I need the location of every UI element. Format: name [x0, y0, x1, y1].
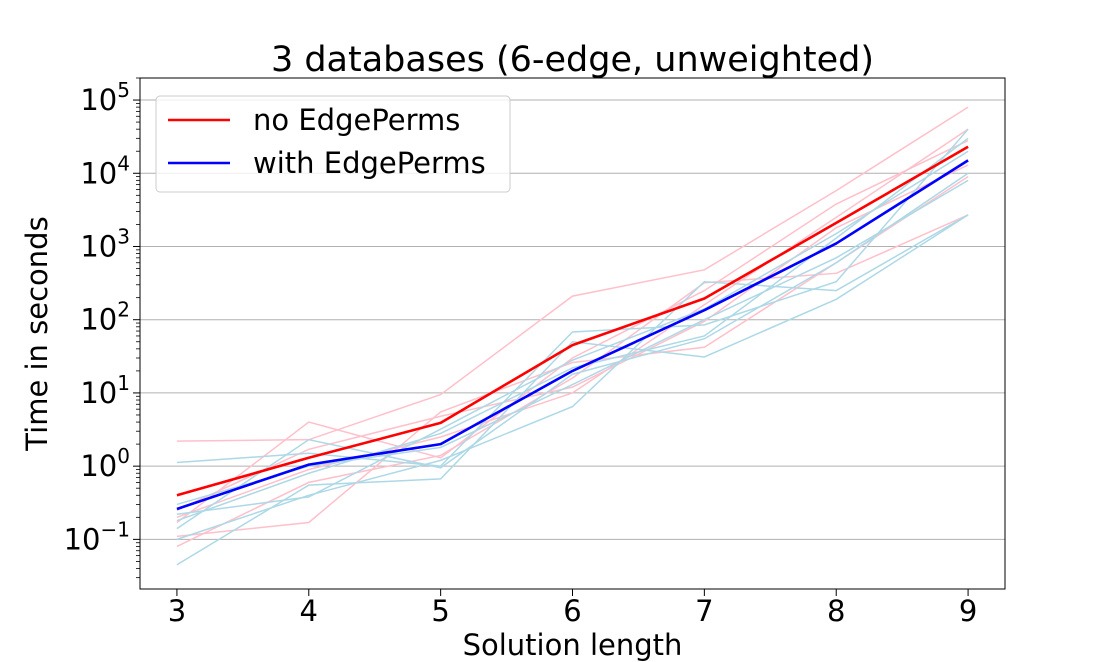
x-tick-label-3: 6 [563, 594, 581, 628]
legend-box [155, 95, 511, 193]
background-series-line-9 [176, 172, 969, 530]
series-line-1 [176, 159, 969, 511]
background-series-line-4 [176, 164, 969, 511]
y-axis-label: Time in seconds [20, 216, 54, 451]
background-series-line-5 [176, 128, 969, 519]
y-axis-ticks: 10−1 100 101 102 103 104 105 [64, 77, 140, 579]
legend-label-0: no EdgePerms [253, 103, 460, 137]
y-tick-label-4: 103 [80, 224, 130, 263]
legend-label-1: with EdgePerms [253, 146, 486, 180]
main-series-group [176, 145, 969, 511]
y-tick-label-5: 104 [80, 151, 130, 190]
background-series-line-6 [176, 128, 969, 467]
background-series-line-1 [176, 139, 969, 524]
y-tick-label-0: 10−1 [64, 517, 130, 556]
chart-title: 3 databases (6-edge, unweighted) [271, 40, 874, 80]
x-tick-label-0: 3 [168, 594, 186, 628]
y-tick-label-3: 102 [80, 298, 130, 337]
x-axis-label: Solution length [463, 628, 683, 662]
y-tick-label-1: 100 [80, 444, 130, 483]
background-series-line-10 [176, 150, 969, 516]
background-series-line-11 [176, 179, 969, 506]
background-series-line-12 [176, 137, 969, 522]
series-line-0 [176, 145, 969, 497]
background-series-line-3 [176, 214, 969, 548]
background-series-group [176, 106, 969, 566]
background-series-line-7 [176, 214, 969, 566]
x-tick-label-1: 4 [300, 594, 318, 628]
legend: no EdgePerms with EdgePerms [155, 95, 511, 193]
background-series-line-8 [176, 214, 969, 541]
x-tick-label-5: 8 [827, 594, 845, 628]
x-axis-ticks: 3 4 5 6 7 8 9 [168, 589, 977, 628]
y-tick-label-6: 105 [80, 78, 130, 117]
y-tick-label-2: 101 [80, 371, 130, 410]
x-tick-label-6: 9 [959, 594, 977, 628]
x-tick-label-4: 7 [695, 594, 713, 628]
x-tick-label-2: 5 [431, 594, 449, 628]
